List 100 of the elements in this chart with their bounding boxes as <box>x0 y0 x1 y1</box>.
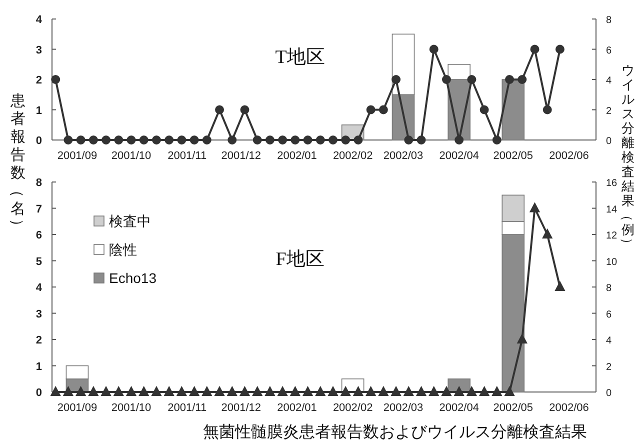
point <box>416 136 426 144</box>
point <box>353 386 364 396</box>
point <box>555 44 564 54</box>
point <box>176 386 187 396</box>
point <box>190 136 199 144</box>
x-tick-label: 2002/05 <box>493 150 534 162</box>
point <box>554 282 565 291</box>
point <box>88 136 98 144</box>
point <box>505 75 514 84</box>
x-tick-label: 2001/09 <box>57 402 98 414</box>
point <box>278 136 288 144</box>
y-tick-label: 0 <box>36 135 42 147</box>
point <box>88 386 98 396</box>
point <box>392 75 401 84</box>
y2-tick-label: 8 <box>606 283 612 294</box>
y-tick-label: 3 <box>36 308 42 320</box>
y2-tick-label: 6 <box>606 309 612 320</box>
x-tick-label: 2002/01 <box>277 150 317 162</box>
y-tick-label: 4 <box>36 282 43 294</box>
point <box>429 44 438 54</box>
point <box>290 386 300 396</box>
y2-tick-label: 2 <box>606 106 612 117</box>
point <box>492 136 502 144</box>
y-tick-label: 6 <box>36 230 42 242</box>
point <box>126 386 136 396</box>
y-tick-label: 4 <box>36 14 43 26</box>
point <box>504 386 515 396</box>
point <box>177 136 186 144</box>
point <box>240 386 250 396</box>
point <box>428 386 439 396</box>
point <box>303 136 312 144</box>
y2-tick-label: 0 <box>606 388 612 399</box>
point <box>64 136 73 144</box>
y2-tick-label: 4 <box>606 336 612 346</box>
point <box>466 386 477 396</box>
y2-tick-label: 10 <box>606 256 618 268</box>
bar <box>502 79 525 140</box>
x-tick-label: 2002/06 <box>549 402 589 414</box>
y-tick-label: 2 <box>36 334 42 346</box>
y-tick-label: 5 <box>36 256 42 268</box>
point <box>467 75 476 84</box>
legend-label: 陰性 <box>109 242 137 258</box>
y-tick-label: 2 <box>36 74 42 86</box>
y2-tick-label: 14 <box>606 204 618 216</box>
point <box>354 136 363 144</box>
y-tick-label: 1 <box>36 360 42 373</box>
x-tick-label: 2002/02 <box>332 402 373 414</box>
point <box>290 136 300 144</box>
point <box>202 386 212 396</box>
point <box>378 105 388 114</box>
x-tick-label: 2001/10 <box>111 402 152 414</box>
point <box>404 136 414 144</box>
x-tick-label: 2001/09 <box>57 150 98 162</box>
point <box>366 386 376 396</box>
point <box>302 386 313 396</box>
point <box>366 105 376 114</box>
point <box>530 202 540 212</box>
point <box>228 136 237 144</box>
legend-label: Echo13 <box>109 270 157 286</box>
y-tick-label: 3 <box>36 44 42 56</box>
x-tick-label: 2002/03 <box>383 402 424 414</box>
point <box>151 386 162 396</box>
y2-tick-label: 4 <box>606 76 612 86</box>
text: ウイルス分離検査結果（例） <box>620 62 636 250</box>
y2-tick-label: 8 <box>606 15 612 26</box>
point <box>63 386 74 396</box>
point <box>328 386 338 396</box>
point <box>479 386 490 396</box>
x-tick-label: 2001/12 <box>221 402 262 414</box>
point <box>139 136 148 144</box>
point <box>517 334 528 344</box>
point <box>264 386 275 396</box>
y-tick-label: 7 <box>36 203 42 216</box>
point <box>315 386 326 396</box>
y2-tick-label: 0 <box>606 136 612 147</box>
point <box>391 386 402 396</box>
point <box>76 136 86 144</box>
point <box>542 229 552 238</box>
point <box>114 386 124 396</box>
y2-tick-label: 2 <box>606 362 612 373</box>
point <box>454 386 464 396</box>
text: T地区 <box>275 47 325 68</box>
point <box>480 105 489 114</box>
x-tick-label: 2002/05 <box>493 402 534 414</box>
x-tick-label: 2002/03 <box>383 150 424 162</box>
x-tick-label: 2001/10 <box>111 150 152 162</box>
y-axis-title: 患者報告数（名） <box>8 92 26 234</box>
point <box>164 386 174 396</box>
point <box>442 75 451 84</box>
x-tick-label: 2001/11 <box>168 150 207 162</box>
point <box>252 386 262 396</box>
x-tick-label: 2001/12 <box>221 150 262 162</box>
y2-tick-label: 12 <box>606 230 618 242</box>
point <box>441 386 452 396</box>
point <box>102 136 111 144</box>
point <box>114 136 124 144</box>
y-tick-label: 8 <box>36 177 42 189</box>
text: 無菌性髄膜炎患者報告数およびウイルス分離検査結果 <box>203 423 587 441</box>
point <box>51 75 60 84</box>
y-tick-label: 0 <box>36 387 42 399</box>
